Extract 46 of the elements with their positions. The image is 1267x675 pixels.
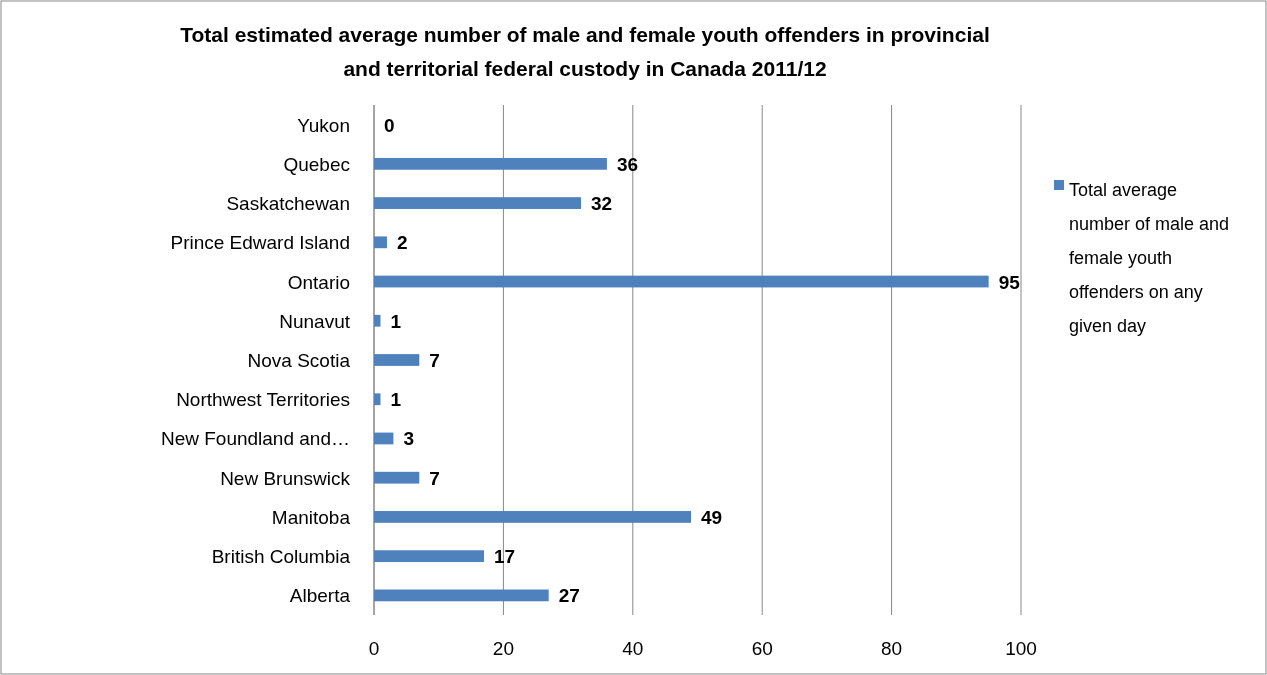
bar — [374, 550, 484, 563]
data-label: 1 — [390, 310, 402, 332]
y-tick-label: Manitoba — [271, 506, 351, 528]
x-tick-label: 40 — [622, 638, 644, 659]
y-tick-label: Yukon — [297, 114, 350, 136]
bar — [374, 275, 989, 288]
data-label: 7 — [429, 467, 440, 489]
bar — [374, 236, 387, 249]
y-tick-label: Nova Scotia — [247, 350, 351, 371]
data-label: 1 — [390, 389, 402, 411]
bar — [374, 511, 692, 523]
chart-title: Total estimated average number of male and female youth offenders in provincial and territorial federal custody in Canada 2011/12 — [180, 23, 990, 80]
y-tick-label: Quebec — [283, 153, 350, 175]
y-tick-label: Alberta — [289, 585, 351, 607]
bar — [374, 589, 549, 602]
data-label: 27 — [558, 585, 580, 607]
data-label: 95 — [998, 271, 1021, 293]
bar — [374, 432, 394, 445]
data-label: 0 — [384, 114, 395, 136]
data-label: 17 — [493, 546, 516, 568]
x-tick-label: 100 — [1005, 638, 1037, 659]
x-tick-label: 60 — [751, 638, 773, 659]
y-tick-label: British Columbia — [211, 546, 351, 568]
y-tick-label: Northwest Territories — [176, 389, 350, 411]
data-label: 32 — [591, 193, 613, 215]
x-tick-label: 0 — [368, 638, 380, 659]
data-label: 36 — [616, 153, 639, 175]
data-label: 49 — [701, 506, 723, 528]
y-tick-label: Saskatchewan — [226, 193, 350, 215]
bar — [374, 197, 582, 209]
y-tick-label: New Foundland and… — [160, 428, 350, 450]
y-tick-label: Nunavut — [279, 310, 351, 332]
bar — [374, 354, 420, 366]
y-tick-label: Prince Edward Island — [170, 232, 350, 254]
bar — [374, 157, 607, 170]
x-tick-label: 80 — [881, 638, 903, 659]
bar — [374, 393, 381, 406]
y-tick-label: Ontario — [287, 271, 350, 293]
data-label: 2 — [396, 232, 408, 254]
legend-label: Total average number of male and female youth offenders on any given day — [1069, 180, 1230, 336]
data-label: 7 — [429, 350, 440, 371]
x-tick-label: 20 — [492, 638, 514, 659]
y-tick-label: New Brunswick — [220, 467, 351, 489]
data-label: 3 — [403, 428, 414, 450]
bar — [374, 314, 381, 327]
bar — [374, 471, 420, 484]
